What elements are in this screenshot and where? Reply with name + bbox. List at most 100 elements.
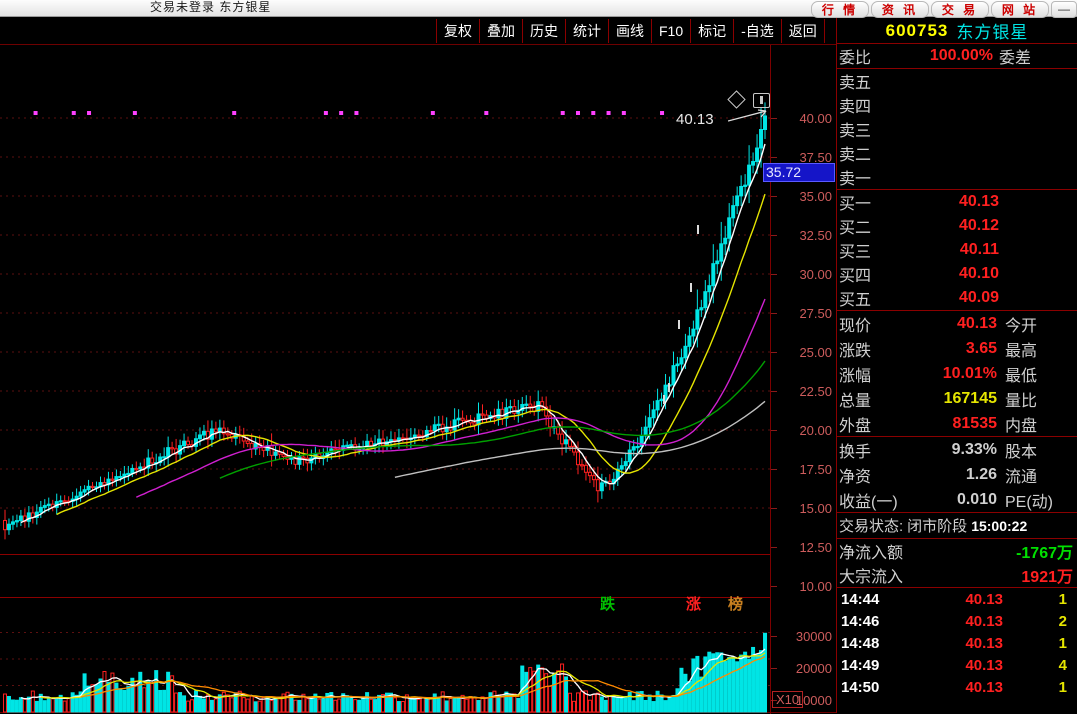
price-tick-mark <box>771 469 777 470</box>
bid-price: 40.11 <box>959 241 999 258</box>
price-tick-mark <box>771 547 777 548</box>
stat-value: 0.010 <box>956 490 997 508</box>
titlebar-buttons: 行 情 资 讯 交 易 网 站 — <box>811 0 1077 18</box>
trade-status-label: 交易状态: <box>839 518 904 535</box>
price-tick-mark <box>771 313 777 314</box>
ask-label: 卖一 <box>839 171 872 188</box>
title-bar: 交易未登录 东方银星 行 情 资 讯 交 易 网 站 — <box>0 0 1077 18</box>
tick-price: 40.13 <box>965 612 1003 630</box>
bid-price: 40.10 <box>958 265 999 282</box>
price-tick-mark <box>771 196 777 197</box>
toolbar-item-huaxian[interactable]: 画线 <box>608 19 652 43</box>
tick-qty: 1 <box>1058 634 1067 652</box>
bid-label: 买二 <box>839 220 872 237</box>
nav-button-wangzhan[interactable]: 网 站 <box>991 0 1049 18</box>
volume-chart-pane[interactable] <box>0 598 770 714</box>
trade-status-value: 闭市阶段 <box>907 518 968 535</box>
bid-label: 买一 <box>839 196 872 213</box>
quote-header: 600753 东方银星 <box>837 18 1077 44</box>
toolbar-item-biaoji[interactable]: 标记 <box>690 19 735 43</box>
tick-row[interactable]: 14:50 40.13 1 <box>837 676 1077 698</box>
price-tick-label: 35.00 <box>799 189 832 204</box>
toolbar-item-zixuan[interactable]: -自选 <box>733 19 782 43</box>
stat-row: 换手 9.33% 股本 <box>837 437 1077 462</box>
ask-level-row[interactable]: 卖二 <box>837 141 1077 165</box>
price-tick-label: 15.00 <box>799 501 832 516</box>
ask-level-row[interactable]: 卖一 <box>837 165 1077 189</box>
quote-stats: 现价 40.13 今开 涨跌 3.65 最高 涨幅 10.01% 最低 总量 167145 量比 外盘 8… <box>837 311 1077 437</box>
ask-levels[interactable]: 卖五 卖四 卖三卖二卖一 <box>837 69 1077 190</box>
stock-code: 600753 <box>885 20 949 40</box>
bid-level-row[interactable]: 买四 40.10 <box>837 262 1077 286</box>
bid-label: 买四 <box>839 268 872 285</box>
weibi-label: 委比 <box>839 50 872 67</box>
tick-time: 14:44 <box>841 590 880 608</box>
chart-area[interactable]: 跌 涨 榜 40.13 40.00 37.50 35.00 32.50 30.00 27.… <box>0 44 836 714</box>
pane-divider-top <box>0 554 770 555</box>
tick-row[interactable]: 14:49 40.13 4 <box>837 654 1077 676</box>
ask-level-row[interactable]: 卖三 <box>837 117 1077 141</box>
watermark-die: 跌 <box>600 596 616 613</box>
bid-level-row[interactable]: 买二 40.12 <box>837 214 1077 238</box>
minimize-button[interactable]: — <box>1051 0 1077 18</box>
price-tick-mark <box>771 430 777 431</box>
stat-value: 40.13 <box>956 314 997 332</box>
flow-row: 净流入额 -1767万 <box>837 539 1077 563</box>
price-tick-label: 37.50 <box>799 150 832 165</box>
weicha-label: 委差 <box>999 50 1032 67</box>
stat-label-2: 今开 <box>1005 317 1038 335</box>
price-tick-label: 25.00 <box>799 345 832 360</box>
tick-price: 40.13 <box>965 590 1003 608</box>
nav-button-jiaoyi[interactable]: 交 易 <box>931 0 989 18</box>
volume-tick-label: 30000 <box>795 629 832 644</box>
toolbar-item-diejia[interactable]: 叠加 <box>479 19 523 43</box>
bid-level-row[interactable]: 买一 40.13 <box>837 190 1077 214</box>
volume-tick-label: 10000 <box>795 693 832 708</box>
tick-price: 40.13 <box>965 634 1003 652</box>
ask-level-row[interactable]: 卖四 <box>837 93 1077 117</box>
bid-level-row[interactable]: 买三 40.11 <box>837 238 1077 262</box>
price-tick-mark <box>771 508 777 509</box>
quote-panel: 600753 东方银星 委比 100.00% 委差 卖五 卖四 卖三 卖二 卖一 买一 4… <box>836 18 1077 713</box>
price-tick-mark <box>771 352 777 353</box>
toolbar-item-fanhui[interactable]: 返回 <box>780 19 825 43</box>
nav-button-hangqing[interactable]: 行 情 <box>811 0 869 18</box>
stat-label: 涨幅 <box>839 367 872 385</box>
tick-row[interactable]: 14:48 40.13 1 <box>837 632 1077 654</box>
volume-tick-mark <box>771 668 777 669</box>
stat-row: 净资 1.26 流通 <box>837 462 1077 487</box>
tick-price: 40.13 <box>965 656 1003 674</box>
flow-label: 大宗流入 <box>839 569 904 586</box>
tick-qty: 4 <box>1058 656 1067 674</box>
toolbar-item-lishi[interactable]: 历史 <box>522 19 566 43</box>
toolbar-item-fuquan[interactable]: 复权 <box>436 19 480 43</box>
price-tick-mark <box>771 118 777 119</box>
bid-levels[interactable]: 买一 40.13 买二 40.12 买三 40.11 买四 40.10 买五 40.09 <box>837 190 1077 311</box>
volume-tick-mark <box>771 700 777 701</box>
price-tick-label: 20.00 <box>799 423 832 438</box>
tick-list[interactable]: 14:44 40.13 1 14:46 40.13 2 14:48 40.13 1 14:49 40… <box>837 588 1077 698</box>
window-title: 交易未登录 东方银星 <box>150 0 272 14</box>
ask-level-row[interactable]: 卖五 <box>837 69 1077 93</box>
toolbar-item-f10[interactable]: F10 <box>651 19 692 43</box>
volume-tick-mark <box>771 636 777 637</box>
tick-row[interactable]: 14:44 40.13 1 <box>837 588 1077 610</box>
toolbar-item-tongji[interactable]: 统计 <box>565 19 609 43</box>
price-tick-label: 32.50 <box>799 228 832 243</box>
flow-row: 大宗流入 1921万 <box>837 563 1077 587</box>
stat-label-2: 流通 <box>1005 468 1038 486</box>
tick-time: 14:46 <box>841 612 880 630</box>
price-tick-mark <box>771 274 777 275</box>
quote-fundamentals: 换手 9.33% 股本 净资 1.26 流通 收益(一) 0.010 PE(动) <box>837 437 1077 513</box>
price-chart-pane[interactable] <box>0 45 770 545</box>
ask-label: 卖二 <box>839 147 872 164</box>
bid-level-row[interactable]: 买五 40.09 <box>837 286 1077 310</box>
watermark-bang: 榜 <box>728 596 744 613</box>
chart-toolbar: 复权 叠加 历史 统计 画线 F10 标记 -自选 返回 <box>0 18 836 44</box>
tick-row[interactable]: 14:46 40.13 2 <box>837 610 1077 632</box>
page-marker-icon[interactable] <box>753 93 770 108</box>
flow-value: 1921万 <box>1021 569 1073 586</box>
nav-button-zixun[interactable]: 资 讯 <box>871 0 929 18</box>
tick-qty: 1 <box>1058 678 1067 696</box>
stock-name: 东方银星 <box>956 23 1029 42</box>
